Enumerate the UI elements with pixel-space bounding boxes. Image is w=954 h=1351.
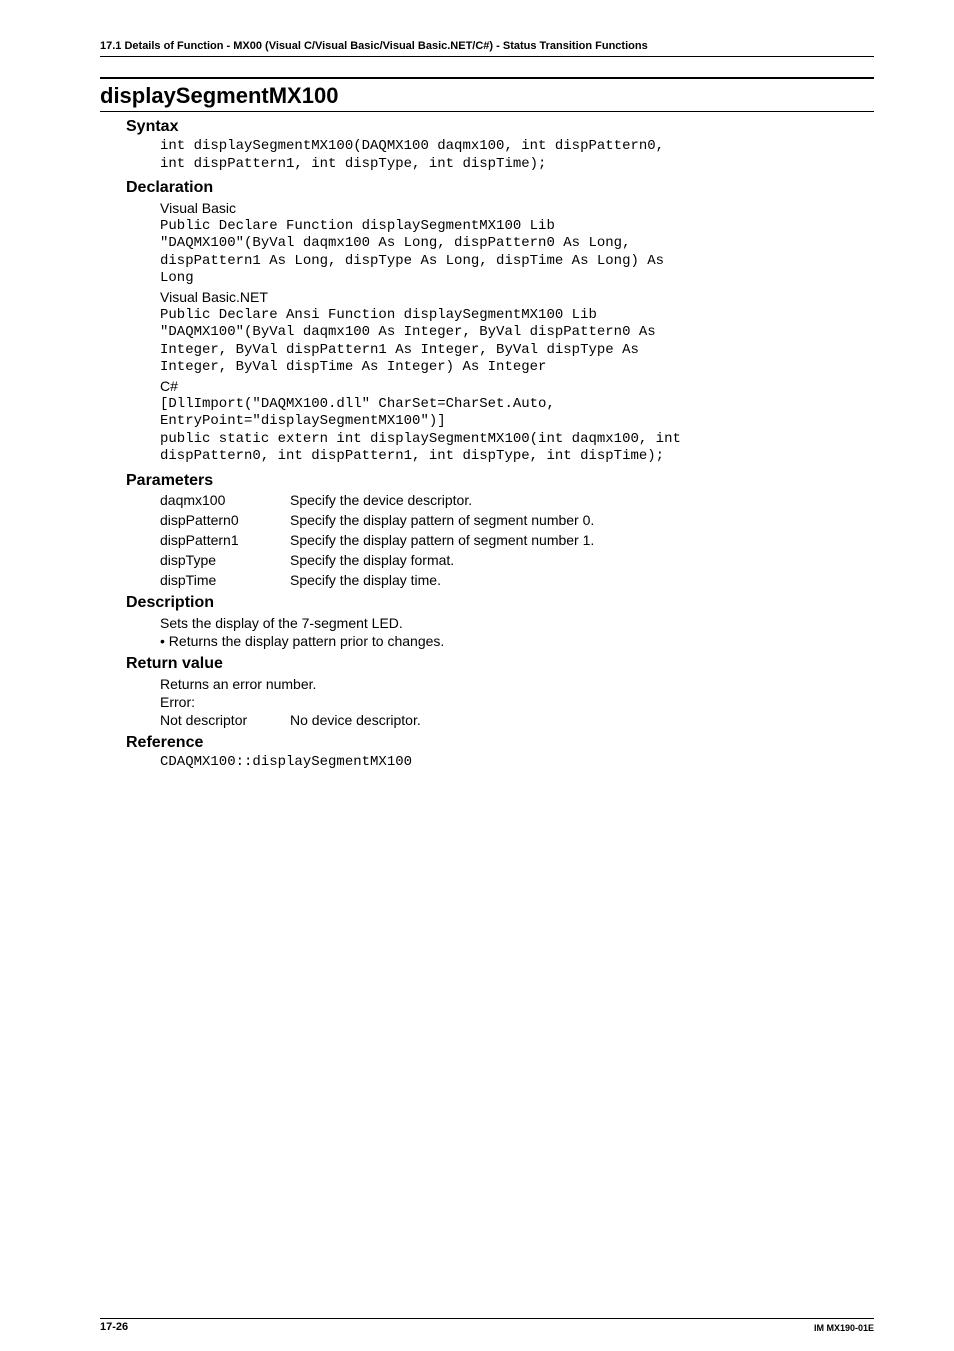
cs-code: [DllImport("DAQMX100.dll" CharSet=CharSe… [160, 396, 874, 466]
param-desc: Specify the display time. [290, 572, 874, 588]
param-name: daqmx100 [160, 492, 290, 508]
return-table: Not descriptor No device descriptor. [160, 712, 874, 728]
section-return: Return value Returns an error number. Er… [126, 655, 874, 729]
section-parameters: Parameters daqmx100 Specify the device d… [126, 472, 874, 588]
page-header: 17.1 Details of Function - MX00 (Visual … [100, 40, 874, 57]
section-syntax: Syntax int displaySegmentMX100(DAQMX100 … [126, 118, 874, 173]
vb-label: Visual Basic [160, 199, 874, 218]
page-title: displaySegmentMX100 [100, 83, 874, 112]
page: 17.1 Details of Function - MX00 (Visual … [0, 0, 954, 1351]
param-name: dispPattern1 [160, 532, 290, 548]
return-line1: Returns an error number. [160, 675, 874, 694]
param-desc: Specify the display pattern of segment n… [290, 512, 874, 528]
parameters-table: daqmx100 Specify the device descriptor. … [160, 492, 874, 588]
section-declaration: Declaration Visual Basic Public Declare … [126, 179, 874, 466]
param-row: dispPattern1 Specify the display pattern… [160, 532, 874, 548]
cs-label: C# [160, 377, 874, 396]
vb-code: Public Declare Function displaySegmentMX… [160, 218, 874, 288]
return-row: Not descriptor No device descriptor. [160, 712, 874, 728]
page-footer: 17-26 IM MX190-01E [100, 1318, 874, 1333]
param-name: dispType [160, 552, 290, 568]
param-name: dispPattern0 [160, 512, 290, 528]
vbnet-label: Visual Basic.NET [160, 288, 874, 307]
reference-heading: Reference [126, 734, 874, 752]
title-rule: displaySegmentMX100 [100, 77, 874, 112]
param-name: dispTime [160, 572, 290, 588]
return-line2: Error: [160, 693, 874, 712]
description-bullet: • Returns the display pattern prior to c… [160, 633, 874, 649]
section-description: Description Sets the display of the 7-se… [126, 594, 874, 649]
description-line1: Sets the display of the 7-segment LED. [160, 614, 874, 633]
syntax-code: int displaySegmentMX100(DAQMX100 daqmx10… [160, 138, 874, 173]
return-row-name: Not descriptor [160, 712, 290, 728]
param-desc: Specify the device descriptor. [290, 492, 874, 508]
param-row: daqmx100 Specify the device descriptor. [160, 492, 874, 508]
return-heading: Return value [126, 655, 874, 673]
reference-code: CDAQMX100::displaySegmentMX100 [160, 754, 874, 772]
param-row: dispTime Specify the display time. [160, 572, 874, 588]
param-desc: Specify the display pattern of segment n… [290, 532, 874, 548]
description-heading: Description [126, 594, 874, 612]
syntax-heading: Syntax [126, 118, 874, 136]
parameters-heading: Parameters [126, 472, 874, 490]
section-reference: Reference CDAQMX100::displaySegmentMX100 [126, 734, 874, 772]
param-desc: Specify the display format. [290, 552, 874, 568]
vbnet-code: Public Declare Ansi Function displaySegm… [160, 307, 874, 377]
declaration-heading: Declaration [126, 179, 874, 197]
footer-left: 17-26 [100, 1321, 128, 1333]
param-row: dispType Specify the display format. [160, 552, 874, 568]
param-row: dispPattern0 Specify the display pattern… [160, 512, 874, 528]
return-row-desc: No device descriptor. [290, 712, 874, 728]
footer-right: IM MX190-01E [814, 1321, 874, 1333]
